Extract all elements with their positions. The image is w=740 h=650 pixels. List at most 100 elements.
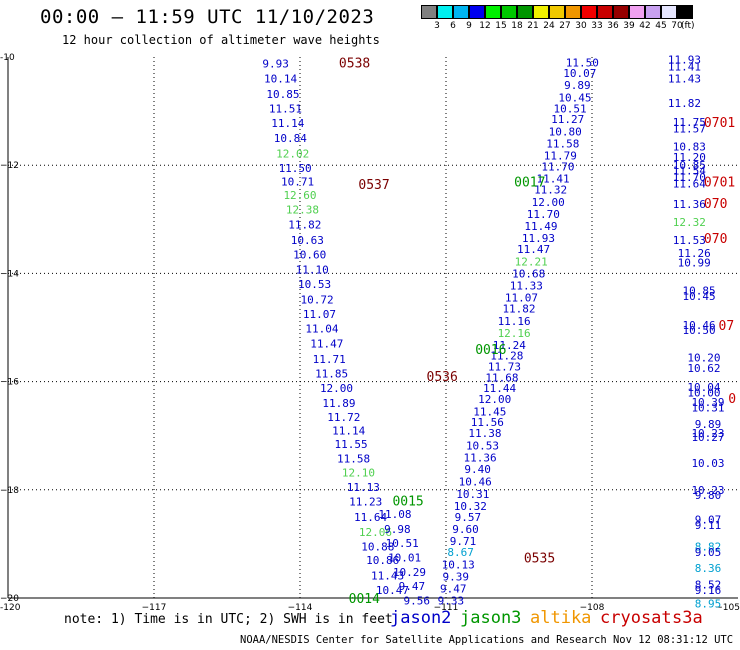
data-point-label: 11.27 [551, 113, 584, 126]
data-point-label: 10.04 [687, 381, 720, 394]
data-point-label: 11.58 [337, 452, 370, 465]
data-point-label: 10.84 [274, 132, 307, 145]
legend-swatch [629, 5, 645, 19]
data-point-label: 10.45 [558, 92, 591, 105]
y-tick-label: −12 [0, 161, 19, 171]
legend-swatch [421, 5, 437, 19]
data-point-label: 11.70 [673, 171, 706, 184]
data-point-label: 10.47 [376, 584, 409, 597]
data-point-label: 9.47 [399, 580, 426, 593]
legend-swatch [549, 5, 565, 19]
data-point-label: 11.14 [271, 117, 304, 130]
legend-jason2: jason2 [390, 608, 452, 628]
data-point-label: 8.36 [695, 562, 722, 575]
data-point-label: 10.23 [691, 427, 724, 440]
data-point-label: 11.13 [347, 481, 380, 494]
data-point-label: 11.70 [541, 160, 574, 173]
data-point-label: 11.07 [505, 292, 538, 305]
data-point-label: 9.89 [695, 418, 722, 431]
data-point-label: 10.29 [393, 566, 426, 579]
data-point-label: 11.43 [668, 73, 701, 86]
legend-label: 33 [591, 21, 603, 31]
data-point-label: 11.10 [296, 264, 329, 277]
data-point-label: 10.60 [293, 248, 326, 261]
pass-label: 0536 [427, 370, 458, 385]
data-point-label: 9.57 [455, 511, 482, 524]
data-point-label: 12.21 [515, 255, 548, 268]
data-point-label: 11.41 [537, 173, 570, 186]
data-point-label: 11.49 [524, 220, 557, 233]
data-point-label: 11.38 [468, 427, 501, 440]
data-point-label: 11.36 [464, 451, 497, 464]
data-point-label: 10.13 [442, 558, 475, 571]
pass-label: 0 [728, 392, 736, 407]
x-tick-label: −114 [288, 603, 313, 610]
data-point-label: 12.02 [276, 147, 309, 160]
data-point-label: 11.56 [471, 416, 504, 429]
data-point-label: 10.68 [512, 267, 545, 280]
data-point-label: 8.95 [695, 597, 722, 610]
legend-label: 39 [623, 21, 635, 31]
pass-label: 07 [719, 319, 735, 334]
data-point-label: 11.64 [354, 511, 387, 524]
data-point-label: 9.53 [408, 608, 435, 610]
legend-swatch [677, 5, 693, 19]
data-point-label: 10.62 [687, 362, 720, 375]
data-point-label: 11.26 [678, 247, 711, 260]
data-point-label: 10.14 [264, 73, 297, 86]
x-tick-label: −108 [580, 603, 605, 610]
data-point-label: 11.72 [327, 411, 360, 424]
data-point-label: 9.47 [440, 582, 467, 595]
legend-label: 36 [607, 21, 619, 31]
data-point-label: 11.82 [288, 219, 321, 232]
legend-label: 15 [495, 21, 507, 31]
data-point-label: 9.80 [695, 489, 722, 502]
legend-label: 45 [655, 21, 667, 31]
wave-height-chart: -10 −12 −14 −16 −18 −20-120 −117 −114 −111 −108 −1… [0, 53, 740, 610]
pass-label: 0701 [704, 116, 735, 131]
data-point-label: 10.71 [281, 175, 314, 188]
legend-swatch [597, 5, 613, 19]
data-point-label: 9.60 [452, 523, 479, 536]
legend-label: 9 [466, 21, 472, 31]
legend-swatch [453, 5, 469, 19]
legend-s3a: s3a [672, 608, 703, 628]
data-point-label: 11.85 [315, 367, 348, 380]
data-point-label: 10.31 [456, 488, 489, 501]
legend-swatch [469, 5, 485, 19]
legend-altika: altika [530, 608, 592, 628]
data-point-label: 11.57 [673, 122, 706, 135]
data-point-label: 11.75 [673, 116, 706, 129]
data-point-label: 11.20 [673, 151, 706, 164]
data-point-label: 11.14 [332, 424, 365, 437]
data-point-label: 11.23 [349, 496, 382, 509]
data-point-label: 10.63 [291, 234, 324, 247]
footer-credit: NOAA/NESDIS Center for Satellite Applica… [240, 634, 740, 646]
data-point-label: 10.51 [554, 102, 587, 115]
pass-label: 0017 [514, 175, 545, 190]
data-point-label: 11.79 [544, 149, 577, 162]
legend-jason3: jason3 [460, 608, 522, 628]
pass-label: 0015 [392, 495, 423, 510]
data-point-label: 11.47 [310, 338, 343, 351]
data-point-label: 10.53 [298, 278, 331, 291]
legend-label: 30 [575, 21, 587, 31]
legend-label: 6 [450, 21, 456, 31]
data-point-label: 11.68 [485, 371, 518, 384]
data-point-label: 9.89 [564, 79, 591, 92]
pass-label: 0701 [704, 175, 735, 190]
data-point-label: 10.23 [691, 484, 724, 497]
data-point-label: 11.08 [378, 508, 411, 521]
legend-label: 18 [511, 21, 523, 31]
legend-label: 27 [559, 21, 571, 31]
data-point-label: 11.33 [510, 279, 543, 292]
data-point-label: 12.16 [498, 327, 531, 340]
data-point-label: 9.39 [442, 570, 469, 583]
data-point-label: 10.80 [549, 126, 582, 139]
legend-swatch [517, 5, 533, 19]
data-point-label: 9.05 [695, 546, 722, 559]
legend-unit: (ft) [681, 21, 695, 31]
data-point-label: 11.93 [522, 232, 555, 245]
data-point-label: 10.01 [388, 551, 421, 564]
data-point-label: 10.20 [687, 351, 720, 364]
